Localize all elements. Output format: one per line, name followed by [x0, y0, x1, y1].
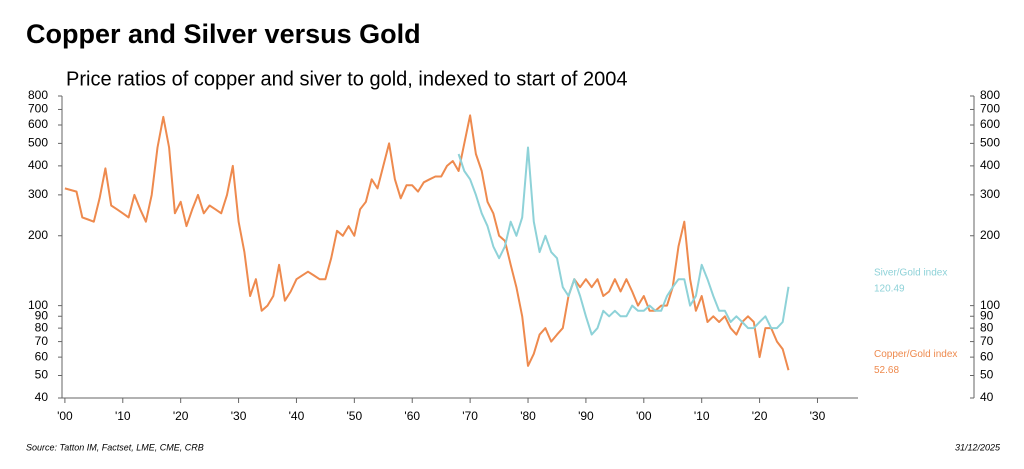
y2-tick-label: 60 [980, 349, 994, 363]
x-tick-label: '80 [520, 409, 536, 423]
y-tick-label: 200 [28, 228, 48, 242]
y2-tick-label: 70 [980, 334, 994, 348]
end-value-label: 52.68 [874, 365, 899, 376]
x-tick-label: '60 [404, 409, 420, 423]
series-label: Siver/Gold index [874, 267, 947, 278]
x-tick-label: '00 [636, 409, 652, 423]
date-note: 31/12/2025 [955, 442, 1001, 452]
y-tick-label: 300 [28, 187, 48, 201]
y-tick-label: 700 [28, 102, 48, 116]
y-tick-label: 90 [35, 308, 49, 322]
x-tick-label: '20 [752, 409, 768, 423]
y-tick-label: 100 [28, 298, 48, 312]
y-tick-label: 70 [35, 334, 49, 348]
series-line [64, 114, 790, 371]
y2-tick-label: 300 [980, 187, 1000, 201]
y-tick-label: 500 [28, 136, 48, 150]
x-tick-label: '10 [115, 409, 131, 423]
y-tick-label: 400 [28, 158, 48, 172]
x-tick-label: '50 [347, 409, 363, 423]
x-tick-label: '70 [462, 409, 478, 423]
chart-title: Copper and Silver versus Gold [26, 19, 421, 49]
y2-tick-label: 400 [980, 158, 1000, 172]
y-tick-label: 60 [35, 349, 49, 363]
x-tick-label: '90 [578, 409, 594, 423]
series-label: Copper/Gold index [874, 349, 957, 360]
y2-tick-label: 200 [980, 228, 1000, 242]
x-tick-label: '30 [231, 409, 247, 423]
x-tick-label: '20 [173, 409, 189, 423]
end-value-label: 120.49 [874, 283, 905, 294]
x-tick-label: '00 [57, 409, 73, 423]
y2-tick-label: 80 [980, 320, 994, 334]
y2-tick-label: 100 [980, 298, 1000, 312]
x-tick-label: '10 [694, 409, 710, 423]
series-line [457, 146, 790, 336]
x-tick-label: '40 [289, 409, 305, 423]
y2-tick-label: 700 [980, 102, 1000, 116]
y-tick-label: 80 [35, 320, 49, 334]
y2-tick-label: 40 [980, 390, 994, 404]
y2-tick-label: 90 [980, 308, 994, 322]
y-tick-label: 40 [35, 390, 49, 404]
source-note: Source: Tatton IM, Factset, LME, CME, CR… [26, 442, 204, 452]
chart-subtitle: Price ratios of copper and siver to gold… [66, 68, 627, 90]
y2-tick-label: 600 [980, 117, 1000, 131]
y-tick-label: 800 [28, 88, 48, 102]
x-tick-label: '30 [810, 409, 826, 423]
y2-tick-label: 500 [980, 136, 1000, 150]
y2-tick-label: 50 [980, 368, 994, 382]
y2-tick-label: 800 [980, 88, 1000, 102]
y-tick-label: 600 [28, 117, 48, 131]
y-tick-label: 50 [35, 368, 49, 382]
